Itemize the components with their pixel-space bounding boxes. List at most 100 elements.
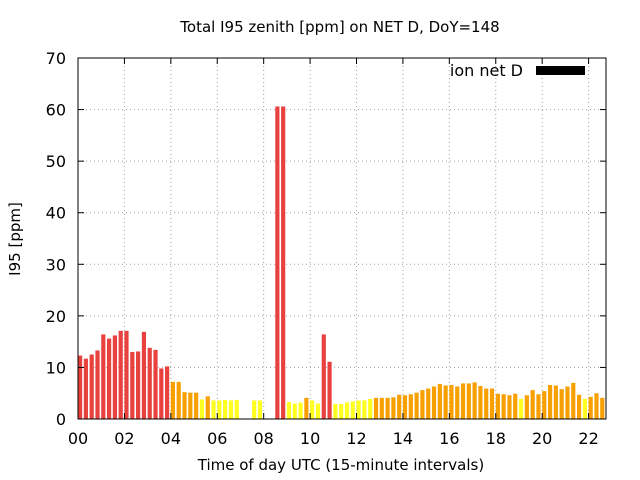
bar: [78, 355, 83, 419]
x-tick-label: 06: [207, 429, 227, 448]
bar: [327, 361, 332, 419]
plot-frame: [77, 57, 607, 420]
bar: [118, 330, 123, 419]
y-tick-label: 40: [46, 204, 66, 223]
bar: [443, 385, 448, 419]
bar: [426, 388, 431, 419]
bars-group: [78, 106, 605, 419]
bar: [455, 386, 460, 419]
bar: [211, 400, 216, 419]
bar: [101, 334, 106, 419]
bar: [95, 350, 100, 419]
bar: [530, 390, 535, 419]
bar: [321, 334, 326, 419]
x-tick-labels: 00 02 04 06 08 10 12 14 16 18 20 22: [68, 429, 599, 448]
x-tick-label: 08: [253, 429, 273, 448]
y-tick-labels: 0 10 20 30 40 50 60 70: [46, 49, 66, 429]
bar: [385, 397, 390, 419]
y-axis-label: I95 [ppm]: [6, 202, 24, 276]
bar: [391, 397, 396, 419]
bar: [524, 395, 529, 419]
y-tick-label: 70: [46, 49, 66, 68]
bar: [576, 394, 582, 419]
bar: [304, 397, 309, 419]
bar: [315, 403, 321, 419]
bar: [136, 351, 141, 419]
y-tick-label: 30: [46, 255, 66, 274]
bar: [228, 400, 234, 419]
bar: [547, 384, 553, 419]
bar: [472, 382, 477, 419]
bar: [362, 400, 367, 419]
bar: [478, 385, 483, 419]
bar: [205, 396, 210, 419]
bar: [489, 388, 495, 419]
bar: [408, 394, 413, 419]
chart-title: Total I95 zenith [ppm] on NET D, DoY=148: [179, 18, 499, 36]
legend-label: ion net D: [450, 61, 523, 80]
bar: [141, 331, 147, 419]
bar: [234, 399, 239, 419]
bar: [107, 338, 112, 419]
y-tick-label: 0: [56, 410, 66, 429]
bar: [223, 399, 228, 419]
bar: [188, 392, 193, 419]
y-tick-label: 20: [46, 307, 66, 326]
bar: [252, 400, 257, 419]
bar: [542, 391, 547, 419]
x-axis-label: Time of day UTC (15-minute intervals): [197, 456, 484, 474]
bar: [536, 394, 541, 419]
bar: [83, 358, 88, 419]
bar: [559, 389, 564, 419]
bar: [159, 368, 164, 419]
bar: [130, 351, 135, 419]
legend: ion net D: [450, 61, 585, 80]
x-tick-label: 16: [439, 429, 459, 448]
bar: [460, 383, 466, 419]
bar: [89, 354, 94, 419]
bar: [333, 404, 338, 419]
bar: [147, 347, 152, 419]
bar: [124, 330, 129, 419]
bar: [199, 399, 205, 419]
bar: [594, 393, 599, 419]
bar: [553, 385, 558, 419]
bar: [292, 403, 297, 419]
bar: [379, 397, 384, 419]
bar: [182, 392, 187, 419]
bar: [565, 386, 570, 419]
bar: [356, 400, 361, 419]
bar: [153, 349, 158, 419]
y-tick-label: 10: [46, 358, 66, 377]
bar: [571, 382, 576, 419]
x-tick-label: 18: [486, 429, 506, 448]
bar: [344, 402, 350, 419]
bar: [310, 400, 315, 419]
x-tick-label: 04: [161, 429, 181, 448]
grid-lines: [78, 58, 606, 419]
bar: [350, 401, 355, 419]
bar: [449, 384, 454, 419]
y-tick-label: 60: [46, 101, 66, 120]
x-tick-label: 10: [300, 429, 320, 448]
bar: [112, 335, 117, 419]
legend-swatch: [536, 66, 585, 75]
bar: [501, 394, 506, 419]
bar: [373, 397, 379, 419]
bar: [275, 106, 280, 419]
bar: [437, 383, 442, 419]
axis-ticks: [77, 57, 606, 420]
bar: [298, 402, 303, 419]
bar: [431, 386, 437, 419]
x-tick-label: 00: [68, 429, 88, 448]
x-tick-label: 02: [114, 429, 134, 448]
bar: [176, 381, 181, 419]
y-tick-label: 50: [46, 152, 66, 171]
bar: [194, 392, 199, 419]
bar: [339, 404, 344, 419]
bar: [507, 395, 512, 419]
bar: [600, 397, 605, 419]
bar: [588, 396, 593, 419]
bar: [513, 393, 518, 419]
